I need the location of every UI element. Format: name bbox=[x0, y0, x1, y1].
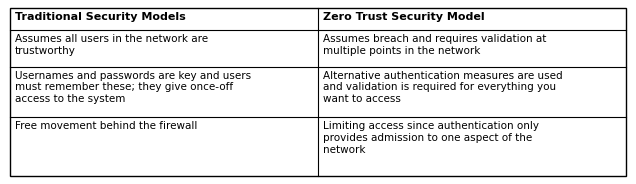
Text: Free movement behind the firewall: Free movement behind the firewall bbox=[15, 121, 197, 131]
Text: Zero Trust Security Model: Zero Trust Security Model bbox=[323, 12, 485, 22]
Text: Assumes all users in the network are
trustworthy: Assumes all users in the network are tru… bbox=[15, 34, 208, 56]
Text: Alternative authentication measures are used
and validation is required for ever: Alternative authentication measures are … bbox=[323, 71, 563, 104]
Text: Traditional Security Models: Traditional Security Models bbox=[15, 12, 186, 22]
Text: Usernames and passwords are key and users
must remember these; they give once-of: Usernames and passwords are key and user… bbox=[15, 71, 251, 104]
Text: Assumes breach and requires validation at
multiple points in the network: Assumes breach and requires validation a… bbox=[323, 34, 546, 56]
Text: Limiting access since authentication only
provides admission to one aspect of th: Limiting access since authentication onl… bbox=[323, 121, 539, 155]
